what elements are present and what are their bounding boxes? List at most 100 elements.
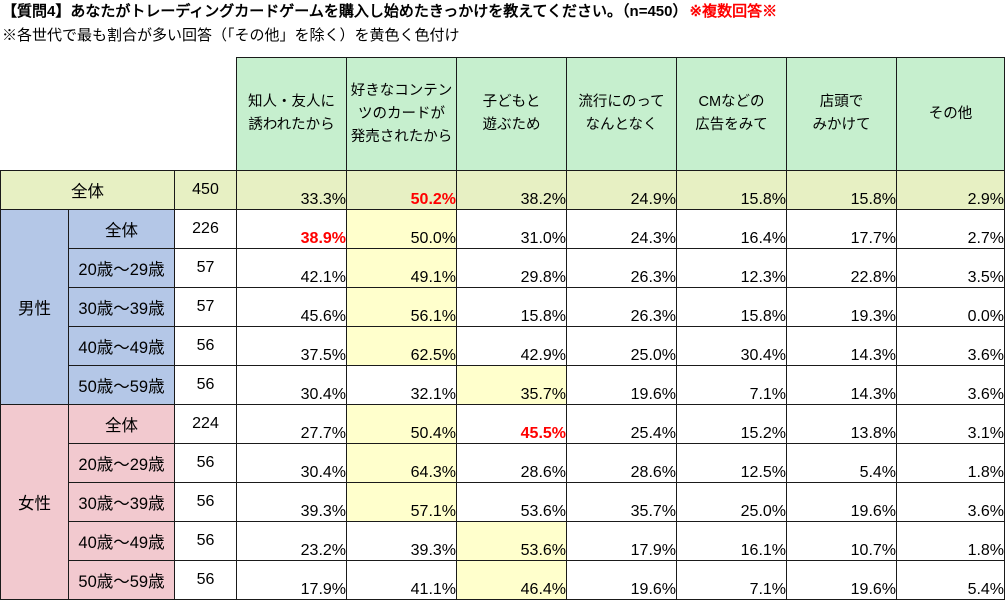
column-header-other: その他 [896,57,1006,171]
value-cell-male-50s-favorite-content-released: 32.1% [346,365,458,405]
question-title: 【質問4】あなたがトレーディングカードゲームを購入し始めたきっかけを教えてくださ… [2,1,777,23]
column-header-line: 好きなコンテン [350,82,453,99]
sample-size-female-30s: 56 [173,482,238,522]
table-row-male-50s: 50歳～59歳 56 30.4% 32.1% 35.7% 19.6% 7.1% 14.3% 3.… [1,365,1006,405]
value-cell-female-40s-other: 1.8% [896,521,1006,561]
sample-size-female-40s: 56 [173,521,238,561]
value-cell-male-30s-saw-in-store: 19.3% [786,287,898,327]
value-cell-female-20s-saw-advertisement: 12.5% [676,443,788,483]
value-cell-female-20s-favorite-content-released: 64.3% [346,443,458,483]
value-cell-male-50s-saw-advertisement: 7.1% [676,365,788,405]
table-row-female-20s: 20歳～29歳 56 30.4% 64.3% 28.6% 28.6% 12.5% 5.4% 1.… [1,443,1006,483]
value-cell-male-40s-following-trend: 25.0% [566,326,678,366]
value-cell-male-overall-saw-in-store: 17.7% [786,209,898,249]
sample-size-female-50s: 56 [173,560,238,600]
value-cell-male-30s-play-with-children: 15.8% [456,287,568,327]
table-row-overall: 全体 450 33.3% 50.2% 38.2% 24.9% 15.8% 15.8% 2.9% [0,170,1006,210]
value-cell-female-30s-following-trend: 35.7% [566,482,678,522]
table-header: 知人・友人に 誘われたから 好きなコンテン ツのカードが 発売されたから 子どもと 遊ぶため… [0,57,1006,171]
sample-size-male-20s: 57 [173,248,238,288]
table-row-female-40s: 40歳～49歳 56 23.2% 39.3% 53.6% 17.9% 16.1% 10.7% 1… [1,521,1006,561]
value-cell-female-20s-saw-in-store: 5.4% [786,443,898,483]
value-cell-male-30s-favorite-content-released: 56.1% [346,287,458,327]
highlight-note: ※各世代で最も割合が多い回答（「その他」を除く）を黄色く色付け [2,27,460,44]
row-label-female-20s: 20歳～29歳 [68,443,175,483]
sample-size-male-30s: 57 [173,287,238,327]
value-cell-female-30s-other: 3.6% [896,482,1006,522]
value-cell-male-30s-following-trend: 26.3% [566,287,678,327]
row-label-male-50s: 50歳～59歳 [68,365,175,405]
value-cell-female-overall-saw-in-store: 13.8% [786,404,898,444]
value-cell-male-overall-saw-advertisement: 16.4% [676,209,788,249]
value-cell-female-20s-play-with-children: 28.6% [456,443,568,483]
value-cell-female-40s-favorite-content-released: 39.3% [346,521,458,561]
column-header-saw-advertisement: CMなどの 広告をみて [676,57,788,171]
value-cell-overall-saw-in-store: 15.8% [786,170,898,210]
column-header-following-trend: 流行にのって なんとなく [566,57,678,171]
results-table: 知人・友人に 誘われたから 好きなコンテン ツのカードが 発売されたから 子どもと 遊ぶため… [0,57,1006,600]
column-header-saw-in-store: 店頭で みかけて [786,57,898,171]
value-cell-female-overall-favorite-content-released: 50.4% [346,404,458,444]
table-row-female-50s: 50歳～59歳 56 17.9% 41.1% 46.4% 19.6% 7.1% 19.6% 5.… [1,560,1006,600]
value-cell-female-30s-favorite-content-released: 57.1% [346,482,458,522]
value-cell-female-50s-favorite-content-released: 41.1% [346,560,458,600]
value-cell-female-overall-play-with-children: 45.5% [456,404,568,444]
header-blank-corner [0,57,237,171]
value-cell-male-20s-other: 3.5% [896,248,1006,288]
value-cell-overall-invited-by-friends: 33.3% [236,170,348,210]
table-body: 全体 450 33.3% 50.2% 38.2% 24.9% 15.8% 15.8% 2.9% 男… [0,170,1006,600]
sample-size-male-40s: 56 [173,326,238,366]
row-label-male-30s: 30歳～39歳 [68,287,175,327]
value-cell-female-40s-invited-by-friends: 23.2% [236,521,348,561]
row-label-female-50s: 50歳～59歳 [68,560,175,600]
value-cell-male-overall-invited-by-friends: 38.9% [236,209,348,249]
table-row-male-40s: 40歳～49歳 56 37.5% 62.5% 42.9% 25.0% 30.4% 14.3% 3… [1,326,1006,366]
value-cell-female-overall-invited-by-friends: 27.7% [236,404,348,444]
row-label-female-overall: 全体 [68,404,175,444]
column-header-line: その他 [928,105,973,122]
value-cell-male-30s-saw-advertisement: 15.8% [676,287,788,327]
value-cell-male-50s-invited-by-friends: 30.4% [236,365,348,405]
row-label-female-30s: 30歳～39歳 [68,482,175,522]
value-cell-female-40s-following-trend: 17.9% [566,521,678,561]
value-cell-female-20s-other: 1.8% [896,443,1006,483]
value-cell-male-30s-other: 0.0% [896,287,1006,327]
value-cell-male-20s-following-trend: 26.3% [566,248,678,288]
column-header-line: 発売されたから [350,128,453,145]
column-header-line: 遊ぶため [482,117,541,133]
value-cell-overall-following-trend: 24.9% [566,170,678,210]
sample-size-female-20s: 56 [173,443,238,483]
column-header-line: 子どもと [482,94,541,110]
value-cell-female-50s-invited-by-friends: 17.9% [236,560,348,600]
value-cell-overall-favorite-content-released: 50.2% [346,170,458,210]
value-cell-female-overall-saw-advertisement: 15.2% [676,404,788,444]
sample-size-female-overall: 224 [173,404,238,444]
value-cell-overall-play-with-children: 38.2% [456,170,568,210]
value-cell-male-50s-following-trend: 19.6% [566,365,678,405]
value-cell-male-overall-other: 2.7% [896,209,1006,249]
column-header-line: みかけて [812,117,871,133]
table-row-female-overall: 女性 全体 224 27.7% 50.4% 45.5% 25.4% 15.2% 13.8% 3.1… [0,404,1006,600]
value-cell-female-50s-following-trend: 19.6% [566,560,678,600]
column-header-line: なんとなく [585,117,658,133]
value-cell-male-40s-other: 3.6% [896,326,1006,366]
sample-size-male-50s: 56 [173,365,238,405]
column-header-invited-by-friends: 知人・友人に 誘われたから [236,57,348,171]
value-cell-female-overall-other: 3.1% [896,404,1006,444]
value-cell-female-50s-play-with-children: 46.4% [456,560,568,600]
column-header-line: 知人・友人に [248,94,336,110]
header-row: 知人・友人に 誘われたから 好きなコンテン ツのカードが 発売されたから 子どもと 遊ぶため… [0,57,1006,171]
table-row-male-overall: 男性 全体 226 38.9% 50.0% 31.0% 24.3% 16.4% 17.7% 2.7… [0,209,1006,405]
value-cell-male-20s-saw-advertisement: 12.3% [676,248,788,288]
question-text: 【質問4】あなたがトレーディングカードゲームを購入し始めたきっかけを教えてくださ… [2,3,688,20]
value-cell-male-40s-play-with-children: 42.9% [456,326,568,366]
sample-size-male-overall: 226 [173,209,238,249]
value-cell-male-40s-saw-advertisement: 30.4% [676,326,788,366]
column-header-line: CMなどの [698,94,765,110]
value-cell-overall-saw-advertisement: 15.8% [676,170,788,210]
value-cell-male-40s-saw-in-store: 14.3% [786,326,898,366]
row-label-male-overall: 全体 [68,209,175,249]
value-cell-male-20s-saw-in-store: 22.8% [786,248,898,288]
column-header-line: 流行にのって [578,94,665,110]
value-cell-male-50s-saw-in-store: 14.3% [786,365,898,405]
